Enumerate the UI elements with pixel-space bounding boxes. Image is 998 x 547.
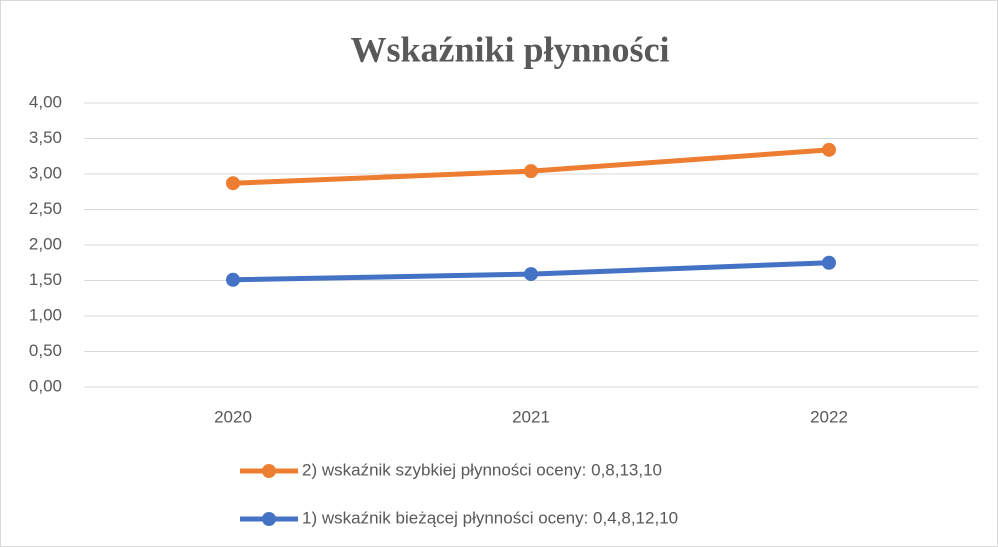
y-tick-label: 2,50 (29, 199, 62, 218)
y-tick-label: 4,00 (29, 92, 62, 111)
y-tick-label: 1,00 (29, 305, 62, 324)
point (524, 164, 538, 179)
point (226, 176, 240, 191)
point (524, 267, 538, 282)
y-tick-label: 3,50 (29, 128, 62, 147)
legend-label: 1) wskaźnik bieżącej płynności oceny: 0,… (302, 508, 678, 527)
legend-marker (262, 464, 276, 478)
point (822, 142, 836, 157)
y-tick-label: 3,00 (29, 163, 62, 182)
point (822, 255, 836, 270)
legend-marker (262, 512, 276, 526)
y-tick-label: 0,50 (29, 341, 62, 360)
y-tick-label: 2,00 (29, 234, 62, 253)
chart-title: Wskaźniki płynności (350, 29, 669, 69)
x-tick-label: 2020 (214, 407, 252, 426)
legend-label: 2) wskaźnik szybkiej płynności oceny: 0,… (302, 460, 662, 479)
y-tick-label: 0,00 (29, 376, 62, 395)
point (226, 272, 240, 287)
x-tick-label: 2022 (810, 407, 848, 426)
y-tick-label: 1,50 (29, 270, 62, 289)
x-tick-label: 2021 (512, 407, 550, 426)
